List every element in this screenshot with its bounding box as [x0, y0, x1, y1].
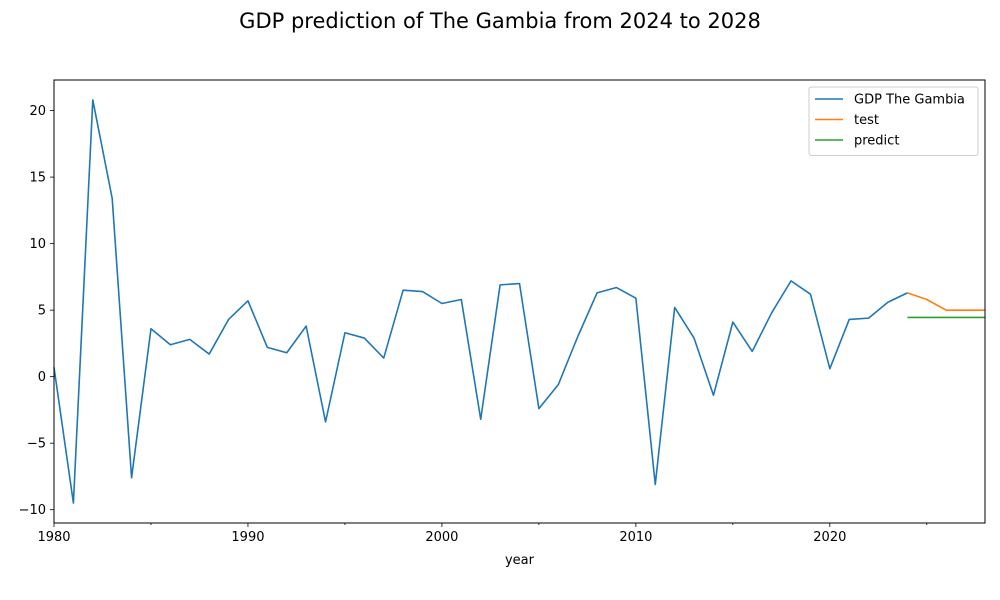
y-tick-label: 0: [38, 370, 46, 385]
series-line-gdp-the-gambia: [53, 99, 908, 504]
plot-frame: [53, 79, 986, 524]
y-tick-label: −5: [27, 437, 46, 452]
y-tick-label: 15: [29, 171, 46, 186]
legend: GDP The Gambia test predict: [808, 86, 979, 156]
legend-box: [808, 86, 979, 156]
legend-label: predict: [854, 134, 899, 149]
series-line-test: [907, 292, 985, 311]
x-tick-label: 2020: [813, 530, 846, 545]
legend-label: test: [854, 113, 879, 128]
x-tick-label: 2000: [425, 530, 458, 545]
x-axis: 1980 1990 2000 2010 2020: [37, 523, 928, 545]
x-axis-label: year: [505, 553, 535, 568]
x-tick-label: 2010: [619, 530, 652, 545]
x-tick-label: 1980: [37, 530, 70, 545]
chart-title: GDP prediction of The Gambia from 2024 t…: [239, 9, 761, 33]
y-tick-label: 5: [38, 304, 46, 319]
y-tick-label: −10: [19, 503, 46, 518]
x-tick-label: 1990: [231, 530, 264, 545]
legend-label: GDP The Gambia: [854, 93, 965, 108]
y-axis: −10 −5 0 5 10 15 20: [19, 104, 54, 518]
plot-area: [53, 99, 985, 504]
y-tick-label: 20: [29, 104, 46, 119]
y-tick-label: 10: [29, 237, 46, 252]
